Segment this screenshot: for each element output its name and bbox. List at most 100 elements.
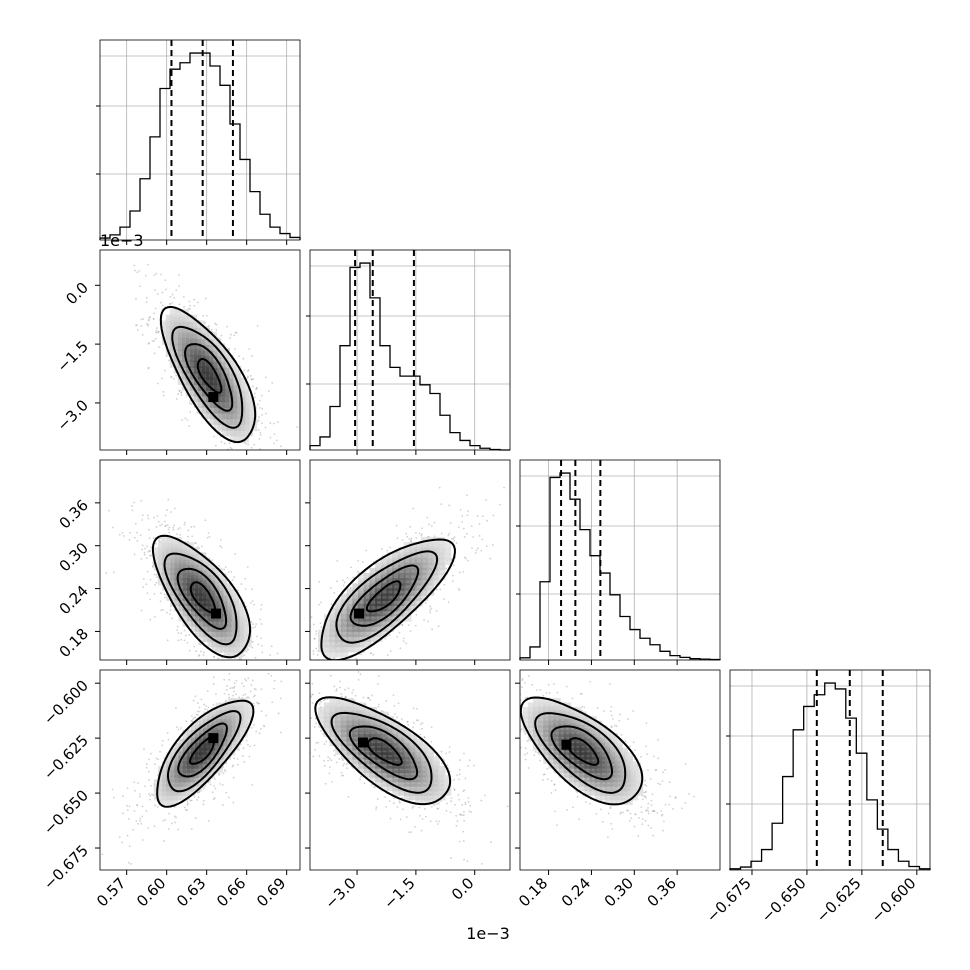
density-cell — [166, 770, 174, 778]
scatter-point — [247, 666, 249, 668]
scatter-point — [148, 758, 150, 761]
density-cell — [194, 572, 203, 581]
density-cell — [194, 752, 203, 760]
density-cell — [236, 725, 244, 733]
density-cell — [207, 588, 215, 596]
scatter-point — [154, 542, 157, 545]
histogram-step-line — [99, 52, 301, 240]
scatter-point — [198, 547, 200, 550]
density-cell — [215, 747, 223, 756]
scatter-point — [239, 743, 242, 746]
scatter-point — [122, 795, 124, 798]
density-cell — [363, 608, 372, 617]
density-cell — [409, 542, 417, 550]
scatter-point — [198, 642, 201, 645]
density-cell — [223, 752, 232, 760]
density-cell — [181, 377, 190, 386]
contour-line — [189, 736, 216, 765]
density-cell — [223, 650, 232, 658]
density-cell — [219, 614, 228, 622]
scatter-point — [146, 570, 149, 573]
scatter-point — [271, 381, 274, 384]
scatter-point — [127, 861, 130, 864]
scatter-point — [476, 515, 479, 517]
density-cell — [358, 644, 366, 653]
scatter-point — [156, 293, 159, 295]
scatter-point — [130, 863, 133, 865]
density-cell — [219, 593, 228, 601]
scatter-point — [155, 573, 158, 576]
density-cell — [249, 411, 258, 420]
scatter-point — [164, 819, 167, 821]
scatter-point — [155, 757, 158, 760]
density-cell — [153, 562, 162, 571]
scatter-point — [162, 394, 165, 397]
density-cell — [178, 578, 186, 586]
scatter-point — [389, 650, 392, 652]
scatter-point — [384, 637, 387, 640]
scatter-point — [169, 613, 171, 616]
density-cell — [240, 702, 248, 710]
scatter-point — [310, 616, 313, 619]
scatter-point — [186, 809, 189, 812]
scatter-point — [181, 419, 183, 422]
scatter-point — [222, 772, 225, 775]
scatter-point — [228, 672, 231, 675]
density-cell — [207, 743, 215, 751]
density-cell — [181, 331, 190, 340]
scatter-point — [463, 536, 466, 538]
scatter-point — [138, 269, 141, 272]
scatter-point — [134, 269, 136, 272]
scatter-point — [147, 550, 150, 553]
density-cell — [190, 761, 199, 769]
scatter-point — [311, 682, 314, 685]
density-cell — [186, 562, 195, 571]
density-cell — [217, 411, 226, 420]
density-cell — [219, 756, 228, 765]
scatter-point — [157, 758, 160, 761]
scatter-point — [207, 706, 210, 709]
scatter-point — [164, 525, 167, 528]
density-cell — [432, 578, 440, 586]
scatter-point — [149, 618, 152, 621]
scatter-point — [386, 654, 389, 657]
scatter-point — [149, 578, 152, 581]
density-cell — [205, 349, 214, 357]
scatter-point — [304, 641, 306, 643]
scatter-point — [209, 783, 212, 786]
density-cell — [420, 562, 429, 571]
scatter-point — [170, 511, 172, 513]
density-cell — [213, 343, 222, 351]
density-cell — [162, 783, 170, 792]
scatter-point — [306, 639, 308, 641]
panel-frame — [99, 459, 301, 661]
scatter-point — [408, 537, 411, 540]
scatter-point — [178, 303, 181, 306]
density-cell — [203, 716, 211, 724]
density-cell — [174, 567, 182, 576]
density-cell — [185, 354, 194, 363]
scatter-point — [215, 323, 218, 326]
density-cell — [231, 738, 240, 747]
density-cell — [240, 639, 248, 648]
scatter-point — [457, 587, 460, 590]
density-cell — [432, 567, 440, 576]
scatter-point — [424, 602, 427, 604]
density-cell — [157, 770, 166, 778]
scatter-point — [254, 688, 257, 691]
contour-line — [349, 564, 420, 627]
density-cell — [409, 557, 417, 565]
density-cell — [420, 557, 429, 565]
density-cell — [225, 417, 234, 426]
density-cell — [211, 725, 219, 733]
density-cell — [223, 738, 232, 747]
density-cell — [203, 725, 211, 733]
scatter-point — [190, 403, 193, 405]
scatter-point — [266, 451, 268, 453]
density-cell — [231, 711, 240, 719]
density-cell — [201, 331, 210, 340]
density-cell — [223, 734, 232, 742]
density-cell — [225, 366, 234, 374]
density-cell — [211, 743, 219, 751]
scatter-point — [252, 623, 255, 626]
